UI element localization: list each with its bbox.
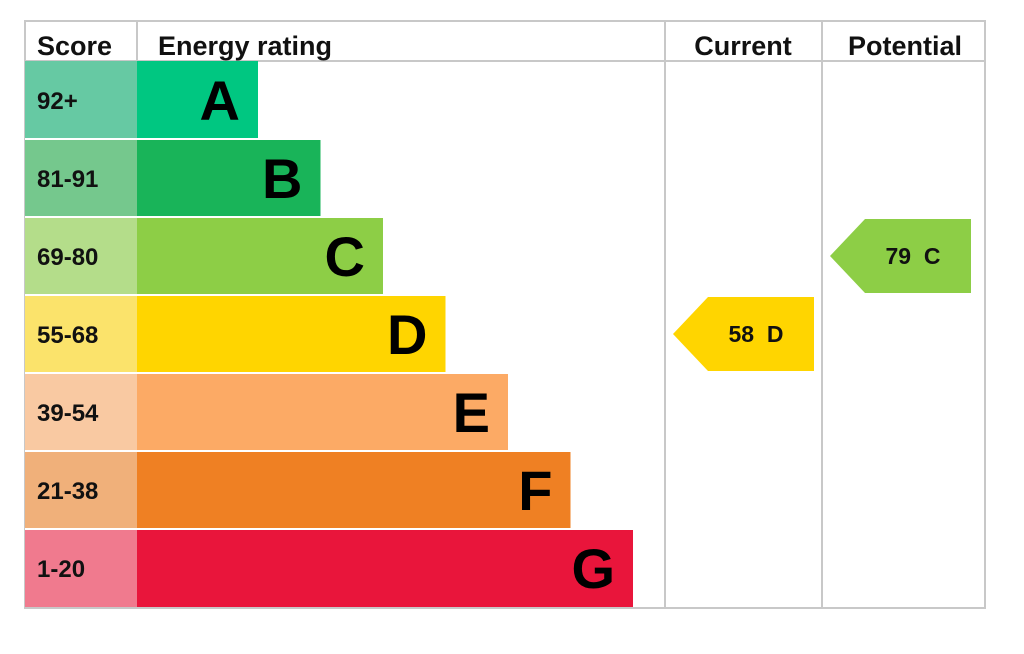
band-letter-f: F [518,459,552,522]
band-letter-d: D [387,303,427,366]
header-score: Score [37,31,112,61]
score-cell-a [25,61,137,139]
score-range-d: 55-68 [37,322,98,349]
potential-arrow-label: 79 C [886,243,941,269]
band-bar-b [137,139,321,217]
current-arrow [673,297,814,371]
rating-bands: 92+ A 81-91 B 69-80 C 55-68 D 39-54 E 21-38 F 1-20 G [25,61,633,607]
band-bar-a [137,61,258,139]
score-cell-d [25,295,137,373]
band-letter-e: E [453,381,490,444]
band-letter-g: G [571,537,615,600]
header-potential: Potential [848,31,962,61]
band-bar-c [137,217,383,295]
score-range-g: 1-20 [37,556,85,583]
score-range-f: 21-38 [37,478,98,505]
current-arrow-label: 58 D [729,321,784,347]
score-cell-b [25,139,137,217]
potential-arrow [830,219,971,293]
score-range-a: 92+ [37,88,78,115]
band-bar-e [137,373,508,451]
rating-arrows: 58 D 79 C [673,219,971,371]
score-range-e: 39-54 [37,400,99,427]
score-range-c: 69-80 [37,244,98,271]
band-letter-c: C [325,225,365,288]
score-range-b: 81-91 [37,166,98,193]
band-letter-a: A [200,69,240,132]
band-bar-f [137,451,571,529]
score-cell-e [25,373,137,451]
header-energy-rating: Energy rating [158,31,332,61]
band-bar-d [137,295,446,373]
header-current: Current [694,31,792,61]
band-letter-b: B [262,147,302,210]
score-cell-f [25,451,137,529]
score-cell-g [25,529,137,607]
score-cell-c [25,217,137,295]
band-bar-g [137,529,633,607]
